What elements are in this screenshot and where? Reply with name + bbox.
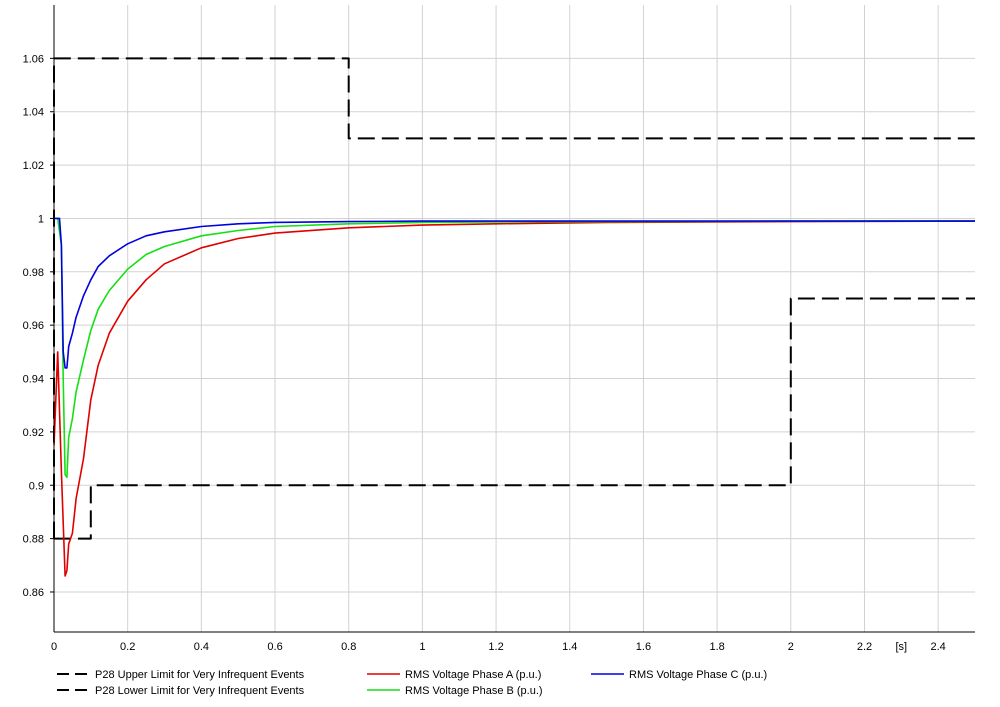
x-tick-label: 1 (419, 641, 425, 653)
y-tick-label: 1 (38, 213, 44, 225)
y-tick-label: 0.88 (23, 534, 44, 546)
legend-label-3: RMS Voltage Phase A (p.u.) (405, 669, 541, 681)
y-tick-label: 0.86 (23, 587, 44, 599)
y-tick-label: 0.9 (29, 480, 44, 492)
series-line-3 (53, 220, 976, 577)
y-tick-label: 1.06 (23, 53, 44, 65)
axes: 0.86 0.88 0.9 0.92 0.94 0.96 0.98 1 1.02 1.04 1.06… (23, 5, 975, 653)
y-tick-label: 0.96 (23, 320, 44, 332)
series-line-2 (54, 297, 975, 540)
y-tick-label: 0.92 (23, 427, 44, 439)
x-tick-label: 0.8 (341, 641, 356, 653)
x-tick-label: 1.6 (636, 641, 651, 653)
series-line-4 (54, 217, 975, 479)
x-tick-label: 0.6 (267, 641, 282, 653)
y-tick-label: 1.02 (23, 160, 44, 172)
y-tick-label: 0.98 (23, 267, 44, 279)
x-tick-label: 2.4 (931, 641, 946, 653)
x-tick-label: 1.2 (488, 641, 503, 653)
y-tick-label: 0.94 (23, 374, 44, 386)
x-tick-label: 0 (51, 641, 57, 653)
legend: P28 Upper Limit for Very Infrequent Even… (57, 669, 767, 697)
x-tick-label: 1.8 (709, 641, 724, 653)
y-tick-label: 1.04 (23, 107, 44, 119)
legend-label-5: RMS Voltage Phase C (p.u.) (629, 669, 767, 681)
legend-label-4: RMS Voltage Phase B (p.u.) (405, 685, 543, 697)
x-unit-label: [s] (896, 641, 908, 653)
series-line-5 (54, 217, 975, 369)
legend-label-2: P28 Lower Limit for Very Infrequent Even… (95, 685, 305, 697)
x-tick-label: 2 (788, 641, 794, 653)
x-tick-label: 1.4 (562, 641, 577, 653)
legend-label-1: P28 Upper Limit for Very Infrequent Even… (95, 669, 305, 681)
x-tick-label: 0.4 (194, 641, 209, 653)
x-tick-label: 2.2 (857, 641, 872, 653)
x-tick-label: 0.2 (120, 641, 135, 653)
